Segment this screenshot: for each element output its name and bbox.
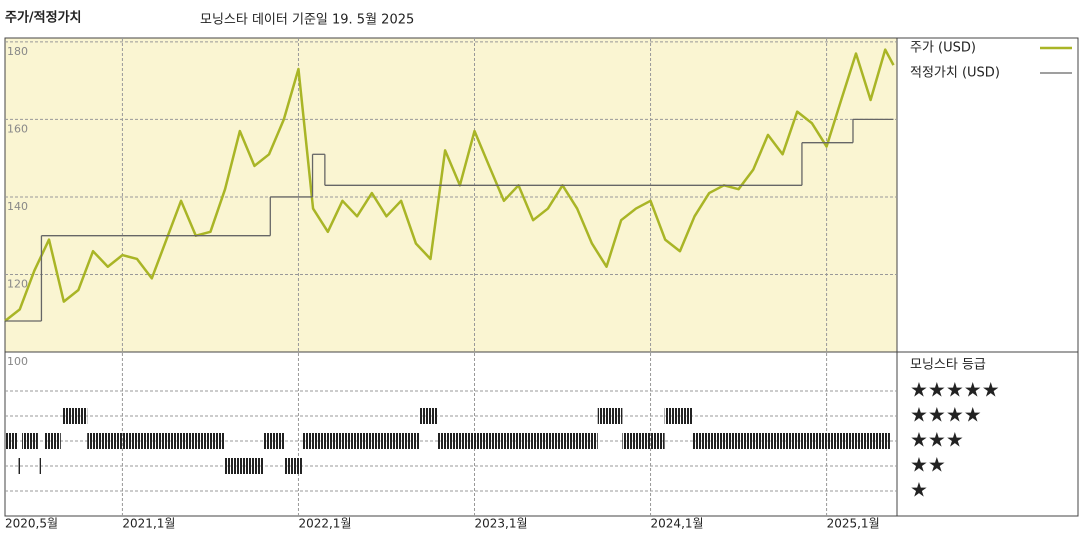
rating-bar xyxy=(301,433,420,449)
x-tick-label: 2025,1월 xyxy=(827,517,880,531)
rating-bar xyxy=(22,433,38,449)
rating-label: ★★★ xyxy=(910,428,964,452)
rating-bar xyxy=(18,458,21,474)
x-tick-label: 2020,5월 xyxy=(5,517,58,531)
rating-bar xyxy=(224,458,264,474)
rating-bar xyxy=(284,458,302,474)
rating-bar xyxy=(622,433,665,449)
rating-bar xyxy=(62,408,88,424)
x-tick-label: 2022,1월 xyxy=(298,517,351,531)
x-tick-label: 2023,1월 xyxy=(475,517,528,531)
y-tick-label: 160 xyxy=(7,122,28,135)
rating-bar xyxy=(263,433,285,449)
legend-label: 주가 (USD) xyxy=(910,41,976,56)
rating-label: ★★ xyxy=(910,453,946,477)
rating-bar xyxy=(692,433,890,449)
chart-title: 주가/적정가치 xyxy=(5,10,82,26)
rating-bar xyxy=(597,408,623,424)
rating-bar xyxy=(39,458,42,474)
x-tick-label: 2021,1월 xyxy=(122,517,175,531)
y-tick-label: 180 xyxy=(7,45,28,58)
rating-bar xyxy=(437,433,598,449)
rating-bar xyxy=(87,433,225,449)
x-tick-label: 2024,1월 xyxy=(651,517,704,531)
plot-background xyxy=(5,38,897,352)
y-tick-label: 100 xyxy=(7,355,28,368)
y-tick-label: 140 xyxy=(7,200,28,213)
rating-label: ★ xyxy=(910,478,928,502)
rating-bar xyxy=(44,433,61,449)
rating-title: 모닝스타 등급 xyxy=(910,358,986,373)
rating-bar xyxy=(5,433,19,449)
price-line xyxy=(4,48,895,322)
rating-label: ★★★★ xyxy=(910,403,982,427)
frame xyxy=(4,37,1079,517)
y-tick-label: 120 xyxy=(7,277,28,290)
legend-label: 적정가치 (USD) xyxy=(910,66,1000,81)
rating-bar xyxy=(664,408,693,424)
rating-bar xyxy=(419,408,438,424)
rating-label: ★★★★★ xyxy=(910,378,1000,402)
chart-subtitle: 모닝스타 데이터 기준일 19. 5월 2025 xyxy=(200,13,414,28)
